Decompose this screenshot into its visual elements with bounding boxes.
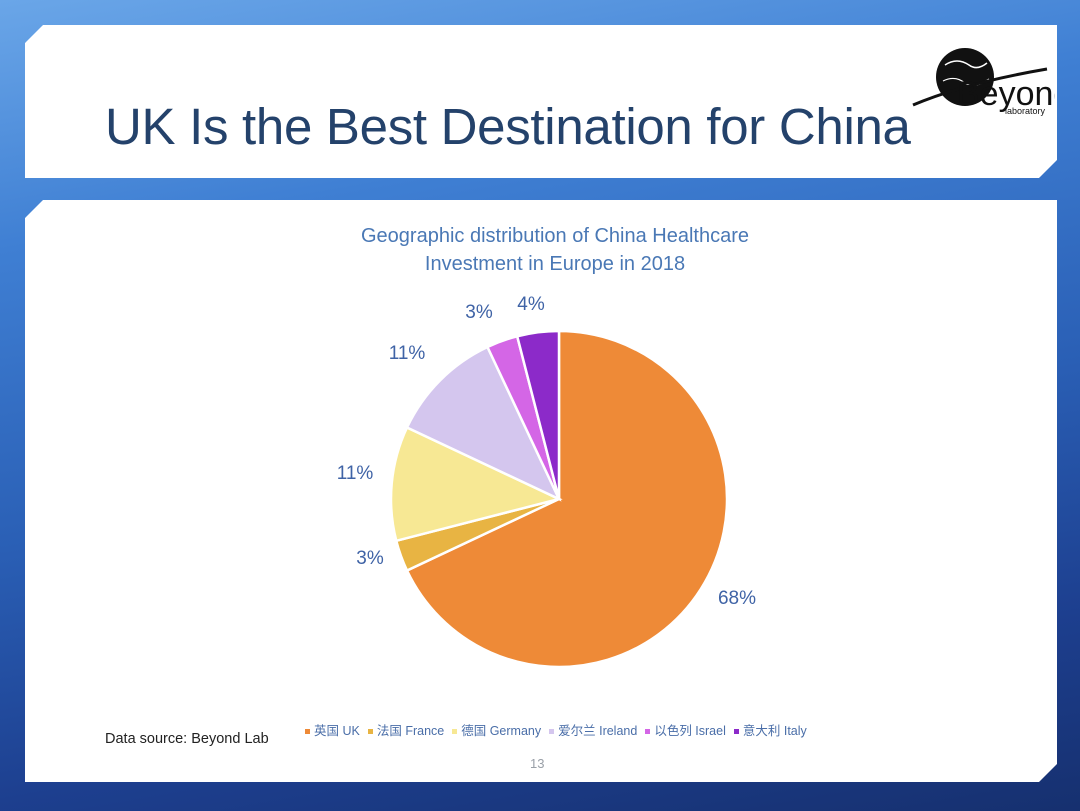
legend-swatch: [305, 729, 310, 734]
pie-slice: [391, 427, 559, 540]
legend-label: 以色列 Israel: [654, 724, 726, 738]
legend-label: 法国 France: [376, 724, 445, 738]
title-panel: UK Is the Best Destination for China Bey…: [25, 25, 1057, 178]
pie-slice: [407, 347, 559, 499]
legend-swatch: [734, 729, 739, 734]
slide-title: UK Is the Best Destination for China: [105, 98, 911, 155]
data-source: Data source: Beyond Lab: [105, 731, 269, 747]
logo-text: Beyond: [957, 75, 1055, 113]
chart-panel: Geographic distribution of China Healthc…: [25, 200, 1057, 782]
legend-item: 以色列 Israel: [645, 720, 726, 739]
slice-data-label: 68%: [718, 588, 756, 609]
chart-title-line-2: Investment in Europe in 2018: [424, 253, 686, 275]
slice-data-label: 3%: [356, 548, 384, 569]
slice-data-label: 3%: [465, 302, 493, 323]
legend-label: 爱尔兰 Ireland: [558, 724, 638, 738]
slice-data-label: 4%: [517, 294, 545, 315]
logo-subtext: laboratory: [1005, 106, 1046, 116]
slice-data-label: 11%: [337, 463, 374, 484]
legend-item: 意大利 Italy: [734, 720, 807, 739]
legend-swatch: [452, 729, 457, 734]
chart-legend: 英国 UK 法国 France 德国 Germany 爱尔兰 Ireland 以色列 I…: [305, 720, 865, 739]
slice-data-label: 11%: [389, 343, 426, 364]
legend-swatch: [368, 729, 373, 734]
legend-item: 英国 UK: [305, 720, 360, 739]
beyond-laboratory-logo: Beyond laboratory: [905, 35, 1055, 125]
pie-slice: [517, 331, 559, 499]
legend-swatch: [645, 729, 650, 734]
pie-chart: 68% 3% 11% 11% 3% 4%: [25, 200, 1057, 782]
legend-label: 英国 UK: [314, 724, 360, 738]
chart-title: Geographic distribution of China Healthc…: [255, 222, 855, 278]
page-number: 13: [530, 756, 545, 771]
legend-label: 德国 Germany: [461, 724, 542, 738]
pie-slice: [407, 331, 727, 667]
legend-item: 德国 Germany: [452, 720, 541, 739]
legend-label: 意大利 Italy: [742, 724, 807, 738]
chart-title-line-1: Geographic distribution of China Healthc…: [361, 225, 749, 247]
legend-swatch: [549, 729, 554, 734]
legend-item: 法国 France: [368, 720, 444, 739]
legend-item: 爱尔兰 Ireland: [549, 720, 637, 739]
